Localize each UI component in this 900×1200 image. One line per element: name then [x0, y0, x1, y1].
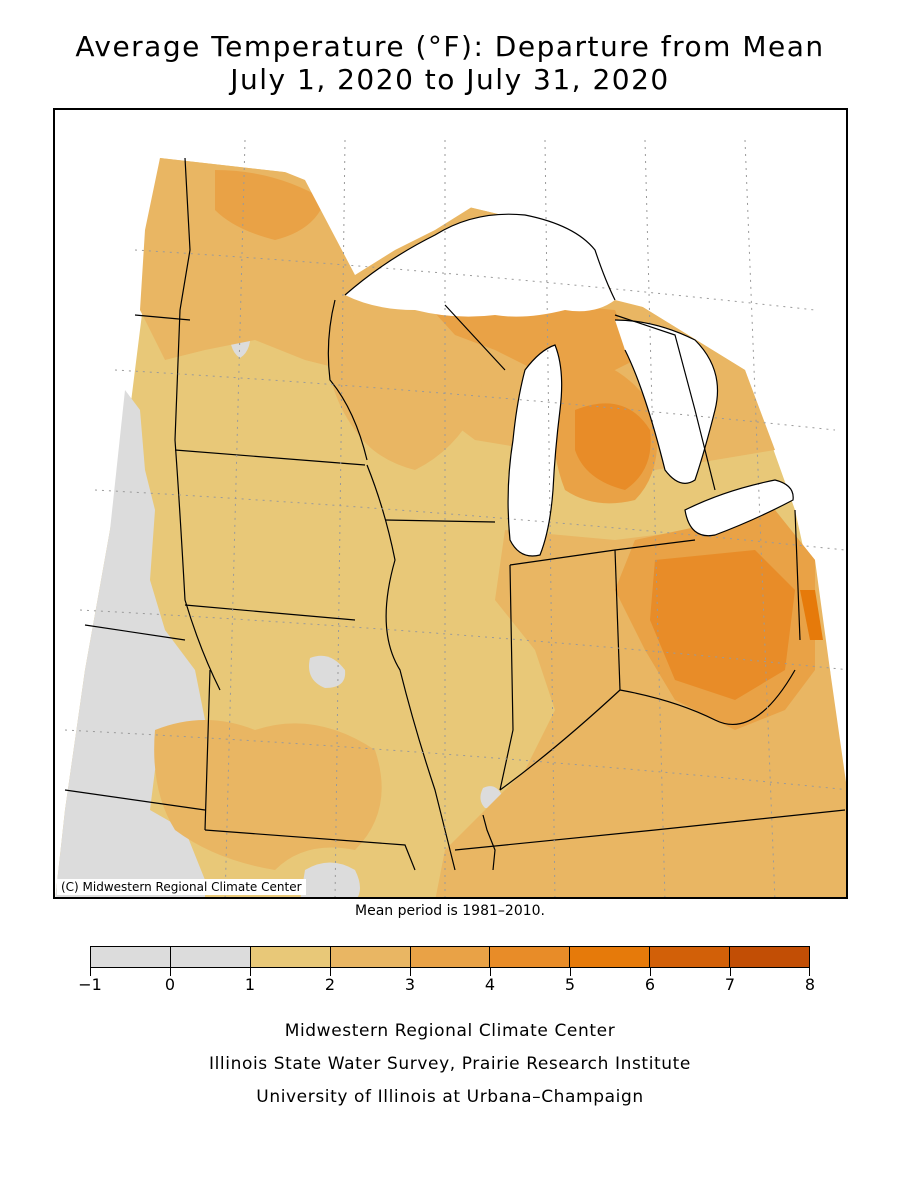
- legend-tick-label: 4: [484, 975, 496, 994]
- legend-tick-label: 7: [724, 975, 736, 994]
- boundary-ia-mo: [184, 604, 356, 621]
- lake-huron: [615, 320, 718, 484]
- map-region-level4-oh: [650, 550, 795, 700]
- lake-superior: [345, 214, 615, 317]
- boundary-sd-north: [134, 314, 191, 321]
- boundary-in-oh: [614, 549, 621, 691]
- lake-superior-outline: [344, 213, 616, 301]
- legend-tick: [809, 968, 810, 976]
- temperature-departure-map: [55, 110, 846, 897]
- legend-swatch: [570, 947, 651, 967]
- boundary-ia-west: [174, 439, 221, 691]
- map-region-gray-sd: [309, 655, 346, 688]
- canada-north: [55, 110, 846, 468]
- graticule: [64, 139, 846, 897]
- boundary-il-in: [499, 564, 514, 791]
- boundary-mississippi: [366, 464, 456, 871]
- legend-tick: [90, 968, 91, 976]
- legend-swatch: [250, 947, 331, 967]
- legend-tick: [490, 968, 491, 976]
- graticule-lon-1: [224, 139, 246, 897]
- map-region-level2-wi: [325, 307, 482, 470]
- legend-tick: [330, 968, 331, 976]
- legend-tick: [570, 968, 571, 976]
- graticule-lon-2: [334, 139, 346, 897]
- legend-tick: [250, 968, 251, 976]
- legend-tick-label: 0: [164, 975, 176, 994]
- legend-tick: [730, 968, 731, 976]
- mean-period-note: Mean period is 1981–2010.: [355, 903, 545, 919]
- lake-erie-outline: [684, 479, 794, 537]
- boundary-ks-ok: [64, 789, 206, 811]
- legend-swatch: [410, 947, 491, 967]
- legend-tick-label: 8: [804, 975, 816, 994]
- boundary-mi-canada: [614, 314, 716, 491]
- map-region-gray-west: [55, 390, 205, 897]
- lake-erie: [685, 480, 794, 536]
- lake-outlines: [344, 213, 794, 871]
- lake-michigan-outline: [507, 344, 563, 557]
- legend-tick-label: −1: [78, 975, 102, 994]
- map-title: Average Temperature (°F): Departure from…: [75, 30, 825, 63]
- legend-swatch: [490, 947, 571, 967]
- legend-tick-label: 1: [244, 975, 256, 994]
- graticule-lat-4: [79, 609, 846, 671]
- map-region-level5-pa: [800, 590, 823, 640]
- map-region-level4-mi: [575, 403, 651, 490]
- graticule-lat-1: [134, 249, 816, 311]
- legend-swatch: [91, 947, 171, 967]
- legend-tick: [410, 968, 411, 976]
- map-region-level2-south: [154, 720, 382, 870]
- footer-survey: Illinois State Water Survey, Prairie Res…: [209, 1054, 691, 1074]
- graticule-lon-4: [544, 139, 556, 897]
- legend-tick-label: 2: [324, 975, 336, 994]
- lake-huron-outline: [614, 319, 719, 484]
- map-credit: (C) Midwestern Regional Climate Center: [57, 879, 306, 895]
- graticule-lat-5: [64, 729, 846, 791]
- map-region-gray-sw: [300, 862, 360, 897]
- boundary-ohio-river: [499, 669, 796, 791]
- legend-tick-label: 5: [564, 975, 576, 994]
- graticule-lon-5: [644, 139, 666, 897]
- legend-swatch: [330, 947, 411, 967]
- boundary-mo-ar: [204, 829, 416, 871]
- boundary-ks-mo: [204, 669, 211, 831]
- map-date-range: July 1, 2020 to July 31, 2020: [230, 63, 670, 96]
- boundary-mn-ia: [174, 449, 366, 466]
- color-legend: [90, 946, 810, 968]
- legend-tick: [170, 968, 171, 976]
- boundary-ky-tn: [454, 809, 846, 851]
- legend-tick-label: 3: [404, 975, 416, 994]
- boundary-mi-wi-up: [444, 304, 506, 371]
- legend-ticks: [90, 968, 810, 978]
- boundary-oh-pa: [794, 509, 801, 641]
- state-boundaries: [64, 157, 846, 871]
- boundary-nd-mn: [174, 157, 191, 441]
- map-region-level3-mn: [215, 170, 325, 240]
- map-frame: (C) Midwestern Regional Climate Center: [53, 108, 848, 899]
- boundary-ne-ks: [84, 624, 186, 641]
- legend-swatch: [730, 947, 810, 967]
- boundary-mi-in-oh: [509, 539, 696, 566]
- kentucky-lake: [482, 814, 496, 871]
- legend-swatch: [650, 947, 731, 967]
- graticule-lat-2: [114, 369, 836, 431]
- legend-swatch: [170, 947, 251, 967]
- footer-org: Midwestern Regional Climate Center: [284, 1021, 616, 1041]
- lake-michigan: [508, 345, 562, 556]
- legend-tick: [650, 968, 651, 976]
- footer-university: University of Illinois at Urbana–Champai…: [256, 1087, 644, 1107]
- graticule-lon-6: [744, 139, 776, 897]
- boundary-mn-wi: [327, 299, 368, 461]
- boundary-wi-il: [384, 519, 496, 523]
- legend-tick-label: 6: [644, 975, 656, 994]
